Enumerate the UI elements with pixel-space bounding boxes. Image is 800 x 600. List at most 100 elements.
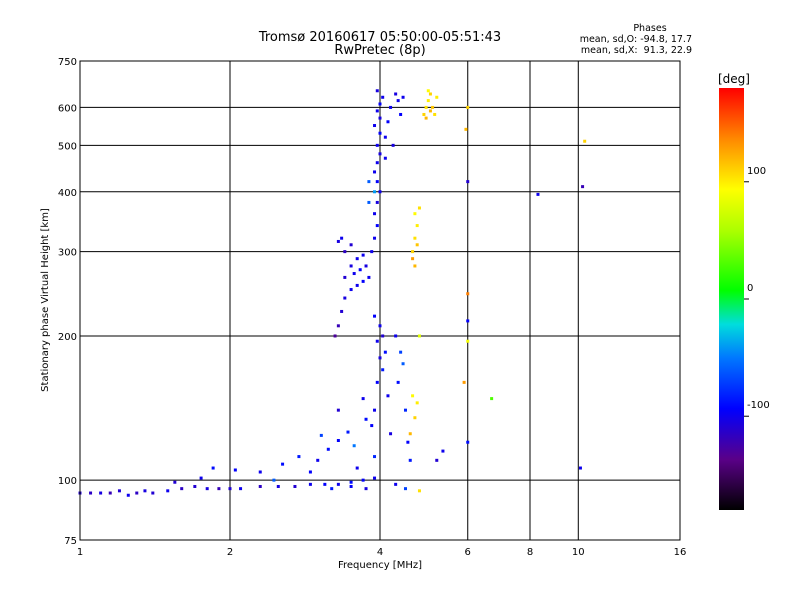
y-tick-label: 400 — [58, 188, 77, 199]
data-point — [381, 95, 385, 99]
x-tick-label: 4 — [377, 547, 383, 558]
data-point — [367, 200, 371, 204]
data-point — [336, 482, 340, 486]
grid-lines — [80, 61, 680, 540]
data-point — [375, 180, 379, 184]
data-point — [378, 131, 382, 135]
data-point — [415, 243, 419, 247]
data-point — [276, 484, 280, 488]
data-point — [411, 250, 415, 254]
data-point — [193, 484, 197, 488]
data-point — [205, 487, 209, 491]
data-point — [466, 440, 470, 444]
colorbar-ticks: 100 0 -100 — [744, 166, 770, 417]
data-point — [433, 112, 437, 116]
data-point — [326, 447, 330, 451]
data-point — [349, 243, 353, 247]
data-point — [578, 466, 582, 470]
data-point — [424, 116, 428, 120]
data-point — [415, 224, 419, 228]
data-point — [435, 95, 439, 99]
chart-title: Tromsø 20160617 05:50:00-05:51:43 — [258, 30, 501, 45]
data-point — [336, 324, 340, 328]
y-tick-label: 200 — [58, 332, 77, 343]
data-point — [401, 95, 405, 99]
data-point — [89, 491, 93, 495]
data-point — [581, 185, 585, 189]
data-point — [417, 206, 421, 210]
data-point — [490, 397, 494, 401]
data-point — [370, 424, 374, 428]
data-point — [378, 324, 382, 328]
data-point — [375, 200, 379, 204]
data-point — [386, 120, 390, 124]
data-point — [233, 468, 237, 472]
y-tick-label: 600 — [58, 103, 77, 114]
data-point — [297, 455, 301, 459]
data-point — [343, 296, 347, 300]
data-point — [323, 482, 327, 486]
data-point — [417, 334, 421, 338]
data-point — [413, 416, 417, 420]
stats-line-x: mean, sd,X: 91.3, 22.9 — [581, 45, 692, 56]
x-tick-label: 1 — [77, 547, 83, 558]
data-point — [316, 458, 320, 462]
chart-subtitle: RwPretec (8p) — [334, 43, 425, 58]
data-point — [151, 491, 155, 495]
data-point — [411, 257, 415, 261]
data-point — [428, 92, 432, 96]
data-point — [375, 224, 379, 228]
data-point — [293, 484, 297, 488]
data-point — [367, 275, 371, 279]
data-point — [308, 470, 312, 474]
data-point — [386, 394, 390, 398]
data-point — [333, 334, 337, 338]
data-point — [281, 462, 285, 466]
data-point — [435, 458, 439, 462]
y-tick-label: 100 — [58, 476, 77, 487]
data-point — [336, 439, 340, 443]
data-point — [378, 102, 382, 106]
colorbar — [719, 88, 744, 510]
data-point — [330, 487, 334, 491]
data-point — [364, 487, 368, 491]
data-point — [464, 127, 468, 131]
data-point — [408, 458, 412, 462]
data-point — [426, 99, 430, 103]
data-point — [361, 397, 365, 401]
data-point — [441, 449, 445, 453]
data-point — [417, 489, 421, 493]
data-point — [383, 350, 387, 354]
data-point — [406, 440, 410, 444]
x-tick-label: 10 — [572, 547, 585, 558]
y-tick-label: 750 — [58, 57, 77, 68]
data-point — [389, 105, 393, 109]
data-point — [117, 489, 121, 493]
data-point — [340, 309, 344, 313]
data-point — [396, 380, 400, 384]
data-point — [349, 264, 353, 268]
x-tick-label: 8 — [527, 547, 533, 558]
y-axis-label: Stationary phase Virtual Height [km] — [40, 208, 51, 392]
data-point — [217, 487, 221, 491]
data-point — [378, 190, 382, 194]
data-point — [373, 314, 377, 318]
data-point — [413, 212, 417, 216]
data-point — [352, 272, 356, 276]
data-point — [426, 89, 430, 93]
data-points — [78, 89, 587, 497]
data-point — [373, 124, 377, 128]
data-point — [349, 288, 353, 292]
data-point — [99, 491, 103, 495]
data-point — [364, 417, 368, 421]
data-point — [375, 161, 379, 165]
data-point — [424, 105, 428, 109]
y-tick-label: 75 — [64, 536, 77, 547]
colorbar-tick-label: 100 — [747, 166, 766, 177]
data-point — [373, 476, 377, 480]
data-point — [166, 489, 170, 493]
data-point — [349, 480, 353, 484]
data-point — [367, 180, 371, 184]
data-point — [180, 487, 184, 491]
